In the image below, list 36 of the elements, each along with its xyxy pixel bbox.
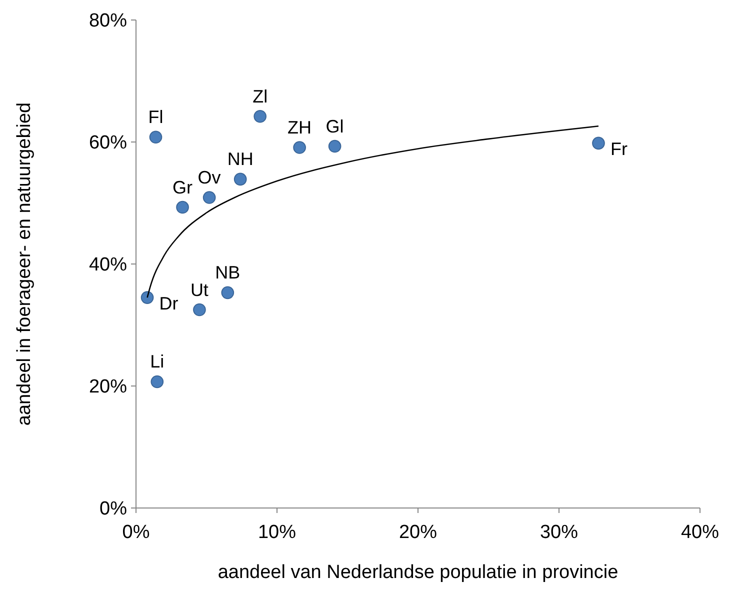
y-tick-label: 0% — [100, 498, 128, 520]
point — [149, 130, 162, 144]
point — [293, 141, 306, 154]
x-axis-title: aandeel van Nederlandse populatie in provincie — [218, 562, 618, 583]
x-tick-label: 10% — [258, 522, 296, 543]
x-tick-label: 40% — [680, 522, 720, 543]
point — [234, 172, 247, 186]
annotation: NH — [227, 149, 254, 170]
point — [193, 303, 206, 316]
annotation: Li — [150, 352, 164, 372]
annotation: NB — [215, 262, 240, 283]
x-tick-label: 30% — [540, 522, 578, 543]
annotation: Gr — [172, 177, 193, 198]
point — [176, 200, 189, 214]
point — [328, 140, 342, 153]
y-axis-title: aandeel in foerageer- en natuurgebied — [14, 102, 35, 426]
y-tick-label: 40% — [88, 254, 128, 276]
annotation: Fr — [610, 139, 628, 160]
point — [221, 286, 234, 300]
annotation: ZH — [288, 117, 312, 138]
point — [202, 191, 216, 204]
point — [150, 375, 164, 388]
point — [254, 110, 266, 123]
y-tick-label: 60% — [88, 132, 128, 154]
annotation: Ov — [198, 168, 221, 188]
annotation: Zl — [252, 86, 268, 106]
point — [140, 291, 154, 304]
annotation: Gl — [326, 116, 344, 136]
annotation: Fl — [148, 107, 164, 128]
annotation: Dr — [159, 294, 178, 314]
x-tick-label: 0% — [122, 522, 150, 543]
annotation: Ut — [190, 280, 208, 300]
point — [592, 136, 605, 150]
y-tick-label: 80% — [88, 10, 128, 32]
y-tick-label: 20% — [88, 376, 128, 398]
x-tick-label: 20% — [398, 522, 438, 543]
